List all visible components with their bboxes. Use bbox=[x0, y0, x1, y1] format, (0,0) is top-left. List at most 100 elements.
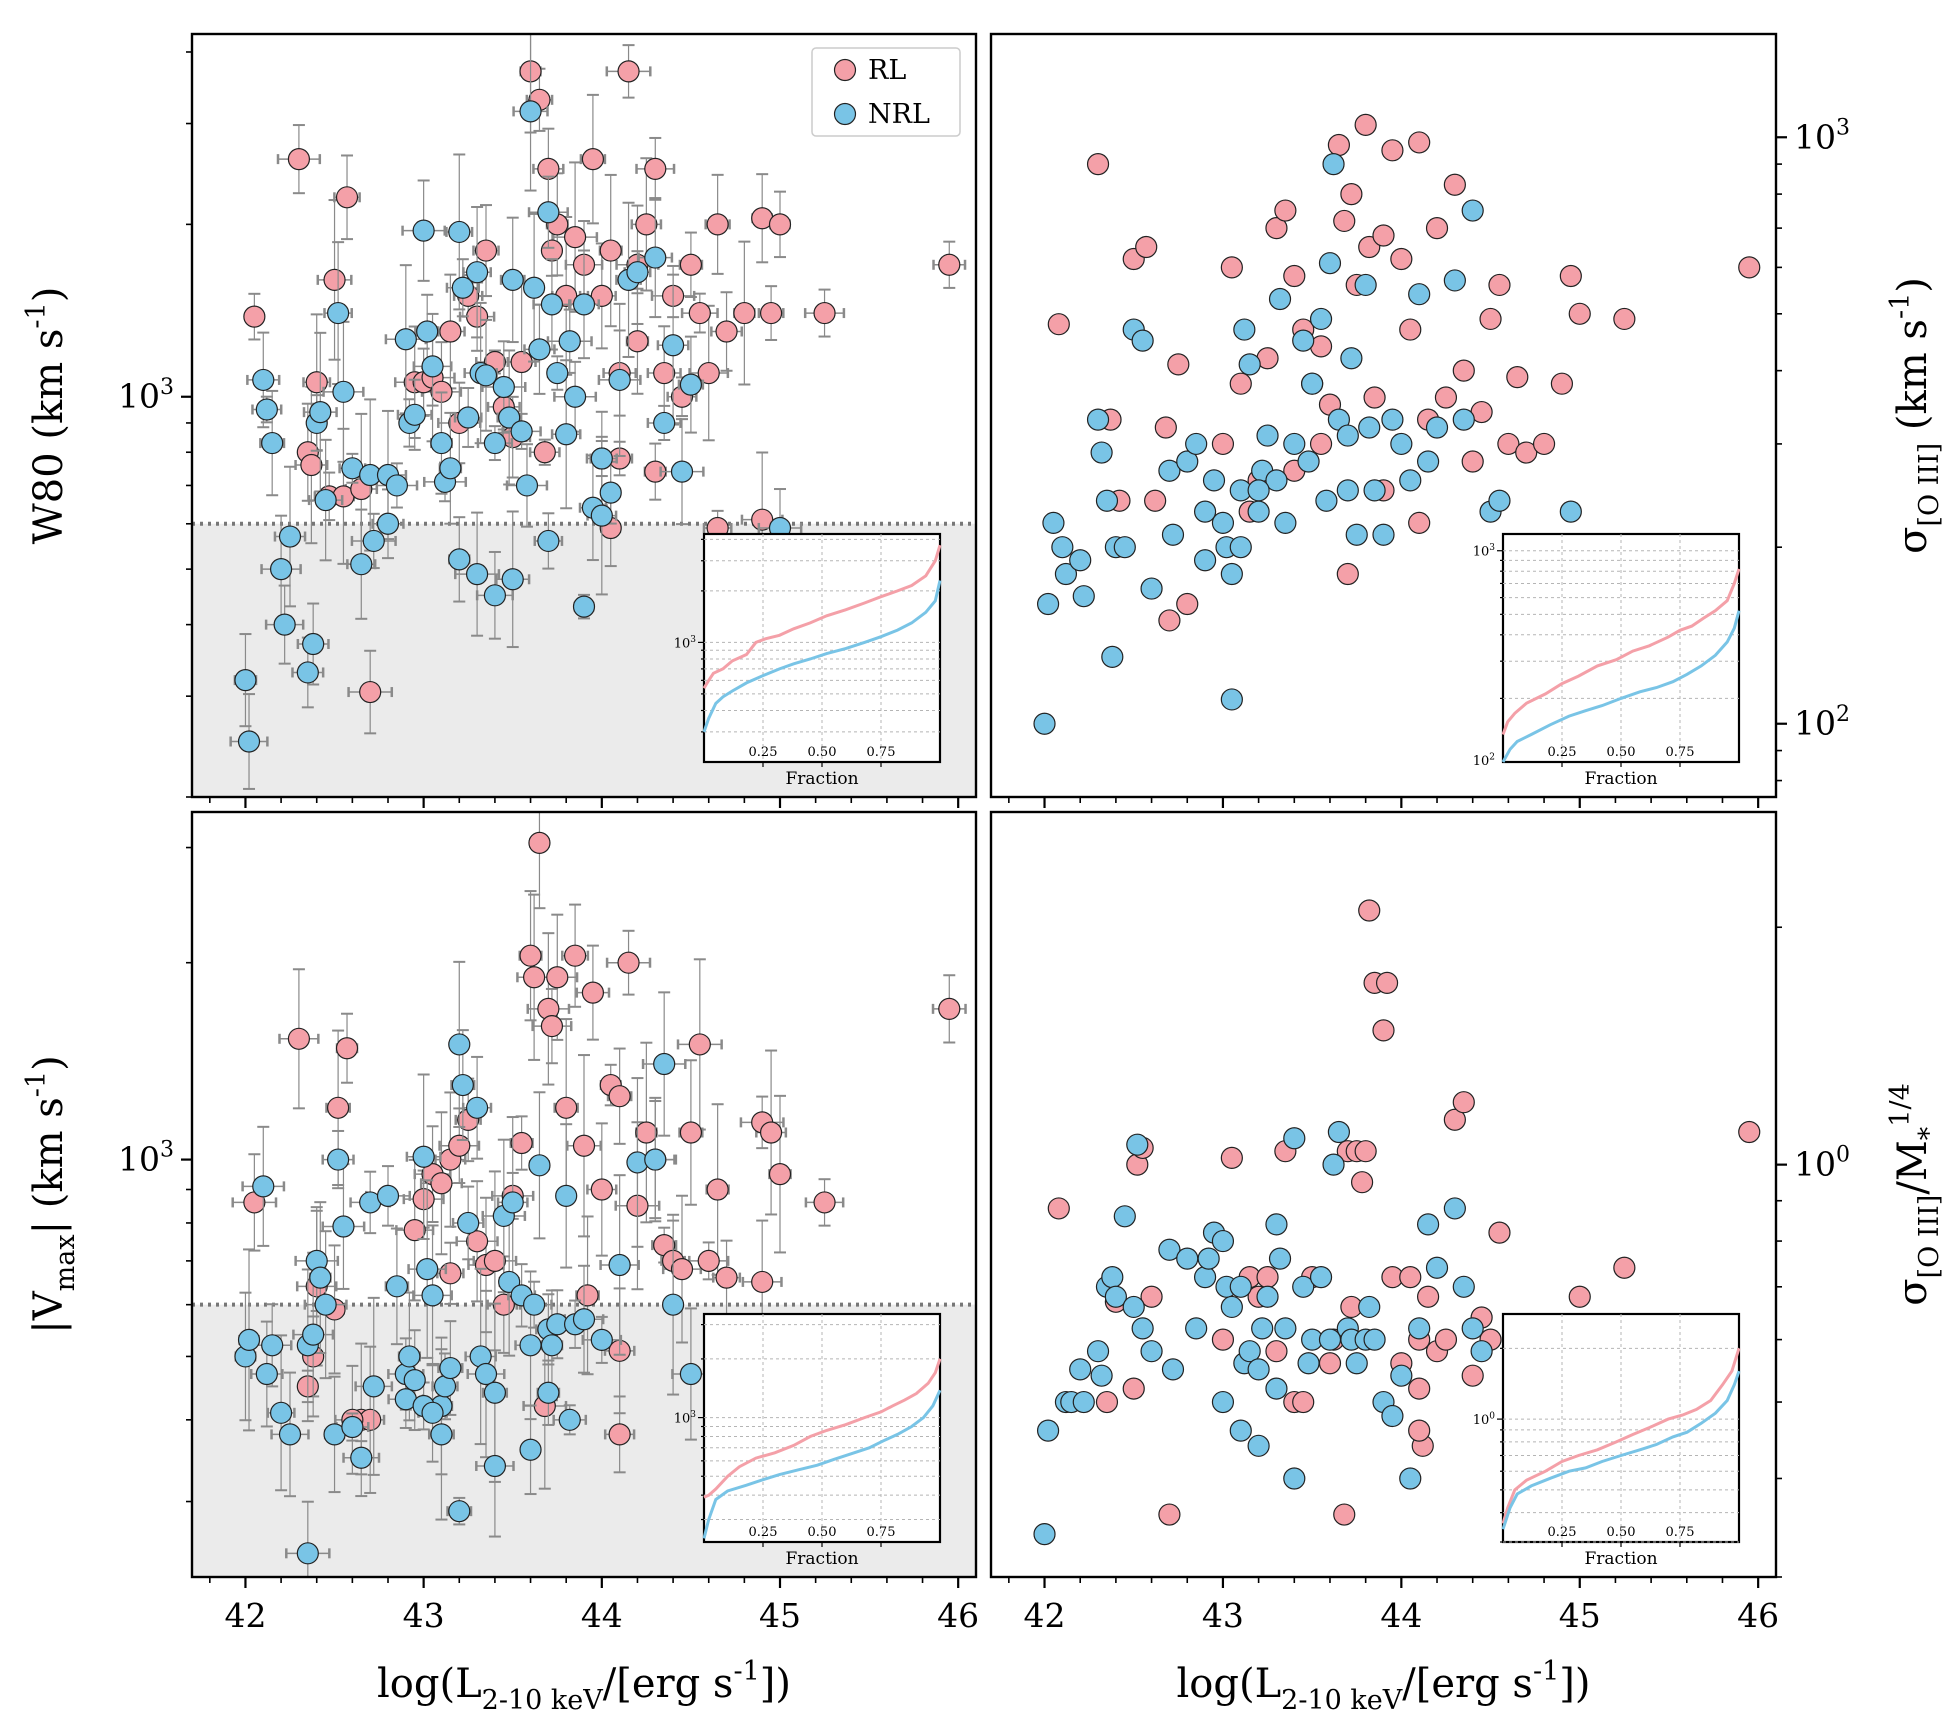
data-point-rl bbox=[688, 301, 711, 325]
x-axis-ticks: 42 43 44 45 46 bbox=[1008, 1577, 1779, 1635]
plot-area-sigma bbox=[1033, 113, 1761, 735]
data-point-rl bbox=[1461, 1364, 1484, 1387]
data-point-rl bbox=[300, 453, 323, 477]
data-point-nrl bbox=[1197, 1247, 1220, 1270]
data-point-nrl bbox=[1322, 153, 1345, 176]
inset-sigma: 0.25 0.50 0.75 103 102 Fraction bbox=[1473, 532, 1741, 789]
data-point-nrl bbox=[1069, 1358, 1092, 1381]
data-point-nrl bbox=[1229, 536, 1252, 559]
data-point-rl bbox=[1122, 1377, 1145, 1400]
inset-y-tick-label: 100 bbox=[1473, 1412, 1496, 1429]
data-point-rl bbox=[1452, 359, 1475, 382]
data-point-nrl bbox=[540, 1334, 564, 1357]
data-point-rl bbox=[510, 1131, 533, 1155]
data-point-nrl bbox=[1381, 1404, 1404, 1428]
data-point-nrl bbox=[1036, 592, 1060, 616]
data-point-nrl bbox=[1488, 489, 1511, 512]
data-point-rl bbox=[1350, 1171, 1374, 1194]
data-point-nrl bbox=[1274, 1317, 1297, 1340]
data-point-nrl bbox=[1256, 424, 1279, 447]
data-point-nrl bbox=[451, 276, 474, 299]
data-point-nrl bbox=[252, 1175, 275, 1198]
data-point-rl bbox=[644, 157, 667, 180]
y-tick-label: 103 bbox=[118, 375, 174, 416]
data-point-rl bbox=[1568, 1285, 1591, 1308]
data-point-nrl bbox=[302, 1323, 325, 1346]
data-point-nrl bbox=[540, 293, 564, 316]
data-point-nrl bbox=[1336, 424, 1359, 447]
data-point-nrl bbox=[1399, 1467, 1422, 1490]
data-point-nrl bbox=[1318, 252, 1342, 275]
inset-vmax: 0.25 0.50 0.75 103 Fraction bbox=[674, 1312, 942, 1569]
data-point-nrl bbox=[1095, 489, 1119, 512]
data-point-nrl bbox=[1161, 523, 1185, 546]
data-point-rl bbox=[1211, 1328, 1235, 1351]
data-point-rl bbox=[540, 1014, 564, 1038]
data-point-nrl bbox=[1072, 1390, 1095, 1414]
inset-w80: 0.25 0.50 0.75 103 Fraction bbox=[674, 532, 942, 789]
inset-x-tick-label: 0.25 bbox=[749, 745, 778, 760]
data-point-nrl bbox=[1220, 562, 1243, 586]
data-point-nrl bbox=[1318, 1328, 1342, 1351]
data-point-rl bbox=[1408, 1419, 1431, 1442]
data-point-nrl bbox=[1417, 450, 1440, 473]
data-point-nrl bbox=[1051, 536, 1074, 559]
plot-area-sigma_norm bbox=[1033, 899, 1761, 1546]
panel-w80: 103 W80 (km s-1) 0.25 0.50 0.75 103 Fraction bbox=[21, 32, 978, 808]
data-point-rl bbox=[608, 1423, 631, 1446]
data-point-nrl bbox=[483, 431, 507, 455]
data-point-nrl bbox=[1042, 511, 1065, 535]
data-point-rl bbox=[1434, 1328, 1458, 1351]
data-point-nrl bbox=[1140, 577, 1163, 600]
data-point-nrl bbox=[421, 1284, 444, 1307]
y-axis-title-sigma: σ[O III] (km s-1) bbox=[1885, 277, 1945, 554]
data-point-nrl bbox=[430, 1423, 453, 1446]
inset-x-axis-title: Fraction bbox=[785, 1549, 858, 1569]
data-point-nrl bbox=[1193, 549, 1217, 572]
series-rl bbox=[1047, 899, 1761, 1526]
data-point-nrl bbox=[1309, 1266, 1333, 1289]
data-point-nrl bbox=[403, 1369, 426, 1392]
data-point-rl bbox=[1265, 1340, 1288, 1363]
data-point-nrl bbox=[1340, 347, 1363, 370]
data-point-rl bbox=[1738, 256, 1761, 279]
data-point-nrl bbox=[255, 398, 278, 421]
data-point-nrl bbox=[590, 504, 613, 527]
data-point-nrl bbox=[1425, 416, 1449, 439]
data-point-rl bbox=[590, 284, 613, 308]
data-point-rl bbox=[1515, 441, 1538, 464]
data-point-rl bbox=[706, 213, 729, 236]
data-point-rl bbox=[599, 239, 622, 262]
data-point-nrl bbox=[309, 401, 332, 424]
data-point-nrl bbox=[1176, 450, 1199, 473]
data-point-nrl bbox=[1090, 441, 1113, 464]
data-point-nrl bbox=[537, 201, 560, 224]
data-point-nrl bbox=[483, 584, 507, 607]
data-point-nrl bbox=[1229, 1275, 1252, 1298]
data-point-rl bbox=[715, 1266, 738, 1289]
x-axis-ticks bbox=[209, 797, 960, 808]
data-point-nrl bbox=[457, 1211, 480, 1235]
data-point-nrl bbox=[572, 293, 596, 316]
series-nrl bbox=[229, 34, 803, 790]
data-point-nrl bbox=[1211, 1229, 1235, 1253]
data-point-rl bbox=[1488, 1221, 1511, 1244]
data-point-rl bbox=[327, 1096, 350, 1119]
data-point-rl bbox=[590, 1178, 613, 1201]
data-point-rl bbox=[1408, 131, 1431, 154]
data-point-nrl bbox=[430, 431, 453, 455]
data-point-nrl bbox=[1452, 1275, 1475, 1298]
data-point-rl bbox=[540, 239, 564, 262]
data-point-rl bbox=[1158, 1503, 1181, 1526]
data-point-nrl bbox=[465, 563, 489, 586]
data-point-rl bbox=[1408, 1377, 1431, 1400]
data-point-nrl bbox=[237, 730, 261, 753]
data-point-nrl bbox=[572, 1308, 596, 1331]
data-point-nrl bbox=[679, 373, 703, 396]
data-point-nrl bbox=[1268, 287, 1292, 311]
data-point-rl bbox=[448, 1134, 471, 1157]
data-point-nrl bbox=[1268, 1247, 1292, 1270]
series-nrl bbox=[1033, 153, 1582, 735]
data-point-rl bbox=[563, 226, 587, 249]
inset-curve-nrl bbox=[1501, 610, 1741, 763]
